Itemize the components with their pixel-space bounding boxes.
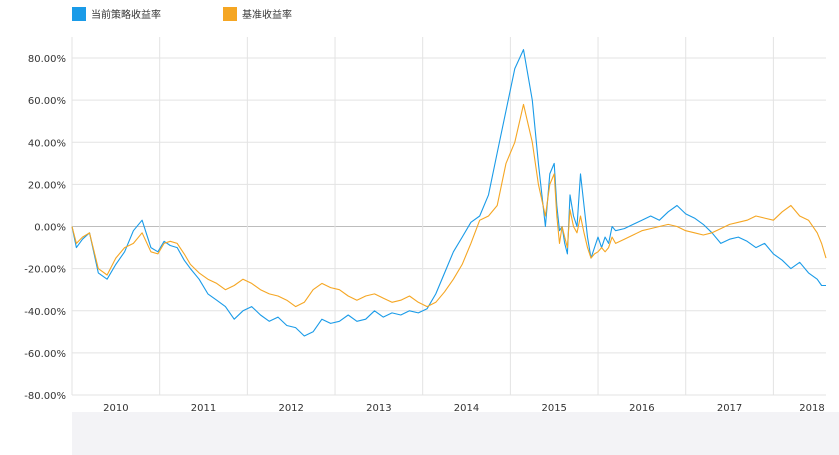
y-tick-label: 40.00% xyxy=(28,138,66,149)
x-tick-label: 2016 xyxy=(629,403,654,414)
range-navigator-band[interactable] xyxy=(72,412,839,455)
grid-layer xyxy=(71,37,826,396)
x-tick-label: 2011 xyxy=(191,403,216,414)
legend-label-strategy: 当前策略收益率 xyxy=(91,10,161,21)
y-tick-label: -20.00% xyxy=(24,265,66,276)
y-tick-label: 20.00% xyxy=(28,180,66,191)
y-tick-label: -60.00% xyxy=(24,349,66,360)
series-layer xyxy=(71,49,827,337)
y-tick-label: 60.00% xyxy=(28,96,66,107)
x-tick-label: 2012 xyxy=(278,403,303,414)
x-tick-label: 2017 xyxy=(717,403,742,414)
legend-item-strategy[interactable]: 当前策略收益率 xyxy=(72,6,161,21)
legend: 当前策略收益率 基准收益率 xyxy=(72,6,292,21)
y-tick-label: -80.00% xyxy=(24,391,66,402)
legend-swatch-strategy xyxy=(72,6,86,21)
x-tick-label: 2018 xyxy=(799,403,824,414)
y-tick-label: 0.00% xyxy=(34,223,66,234)
legend-item-benchmark[interactable]: 基准收益率 xyxy=(223,6,292,21)
series-line-benchmark xyxy=(71,103,827,308)
y-tick-label: 80.00% xyxy=(28,54,66,65)
y-tick-label: -40.00% xyxy=(24,307,66,318)
x-tick-label: 2015 xyxy=(541,403,566,414)
tick-layer: -80.00% -60.00% -40.00% -20.00% 0.00% 20.00% 4… xyxy=(24,54,824,414)
x-tick-label: 2013 xyxy=(366,403,391,414)
x-tick-label: 2014 xyxy=(454,403,479,414)
legend-swatch-benchmark xyxy=(223,6,237,21)
series-line-strategy xyxy=(71,49,826,337)
legend-label-benchmark: 基准收益率 xyxy=(242,10,292,21)
x-tick-label: 2010 xyxy=(103,403,128,414)
